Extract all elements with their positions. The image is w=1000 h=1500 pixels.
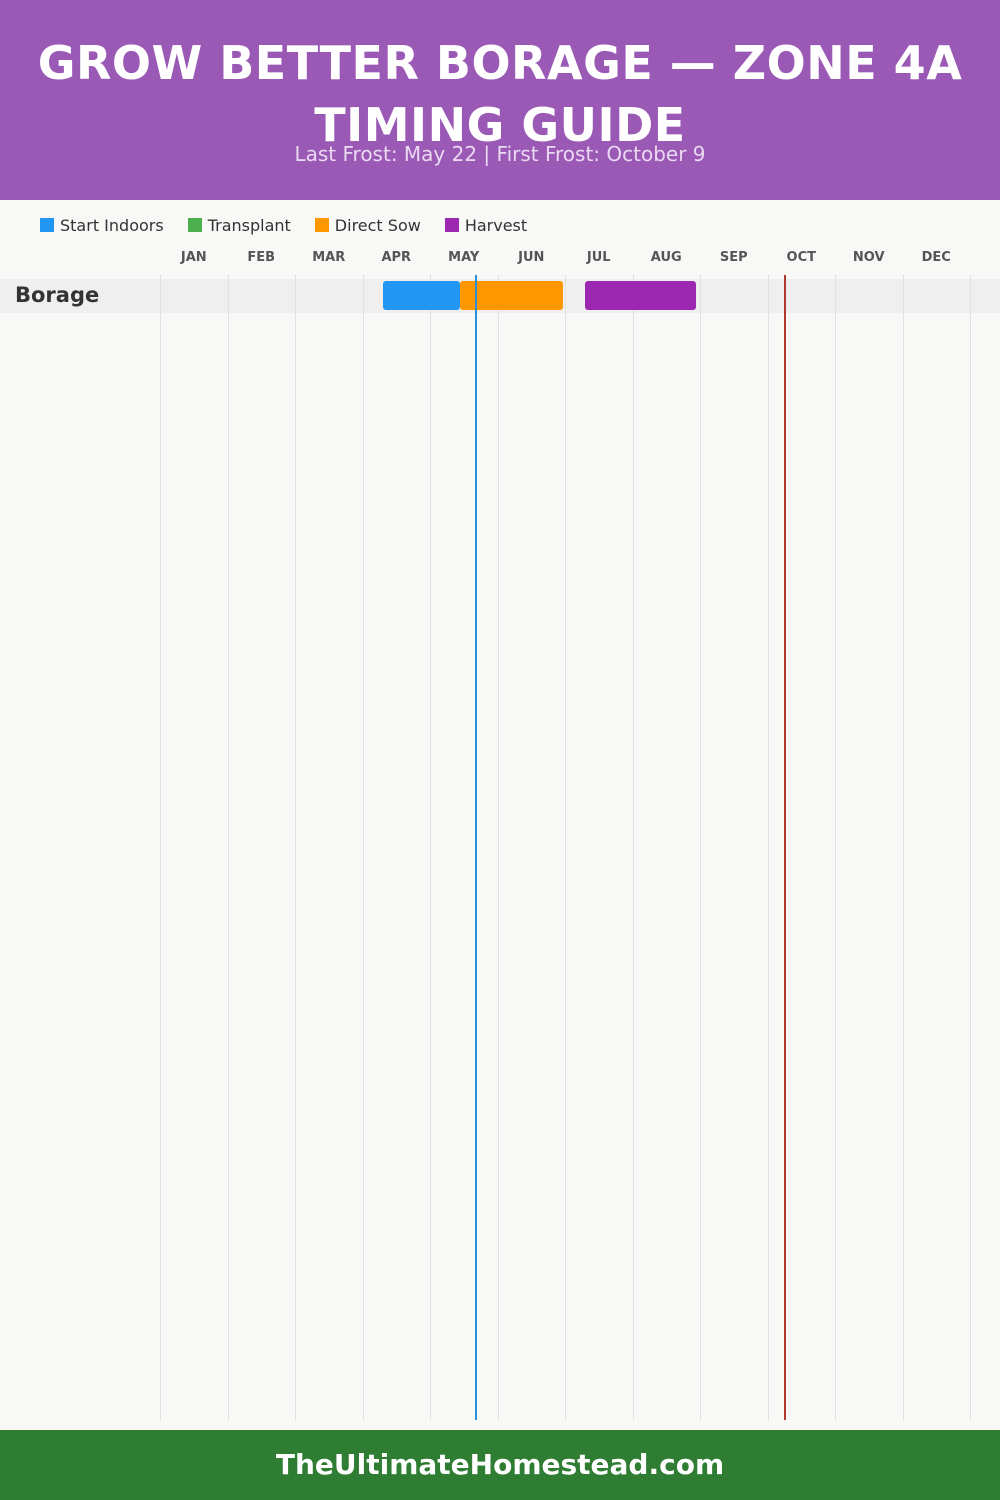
bar-start-indoors	[382, 281, 461, 310]
legend-item-transplant: Transplant	[187, 215, 291, 235]
month-tick-label: MAY	[448, 250, 480, 265]
month-gridline	[497, 275, 499, 1420]
last-frost-line	[474, 275, 477, 1420]
month-tick-label: NOV	[852, 250, 885, 265]
month-tick-label: JUN	[518, 250, 545, 265]
month-tick-label: MAR	[312, 250, 346, 265]
month-gridline	[970, 275, 971, 1420]
month-tick-label: FEB	[247, 250, 276, 265]
legend-swatch-start-indoors	[40, 218, 54, 232]
legend-label: Transplant	[207, 215, 291, 235]
month-tick-label: DEC	[921, 250, 951, 265]
legend-label: Direct Sow	[334, 215, 421, 235]
month-gridline	[295, 275, 296, 1420]
month-gridline	[632, 275, 634, 1420]
legend-label: Harvest	[464, 215, 528, 235]
legend-swatch-direct-sow	[314, 218, 329, 232]
legend: Start Indoors Transplant Direct Sow Harv…	[40, 213, 551, 237]
month-gridline	[430, 275, 431, 1420]
month-tick-label: JAN	[180, 250, 207, 265]
legend-item-direct-sow: Direct Sow	[314, 215, 421, 235]
legend-item-harvest: Harvest	[444, 215, 528, 235]
month-gridline	[160, 275, 161, 1420]
legend-item-start-indoors: Start Indoors	[40, 216, 164, 235]
month-gridline	[227, 275, 229, 1420]
bar-direct-sow	[460, 281, 563, 310]
frost-dates-subtitle: Last Frost: May 22 | First Frost: Octobe…	[294, 142, 706, 166]
month-tick-label: JUL	[586, 250, 611, 265]
crop-label: Borage	[15, 283, 100, 307]
header: GROW BETTER BORAGE — ZONE 4A TIMING GUID…	[0, 0, 1000, 200]
month-gridline	[700, 275, 701, 1420]
month-gridline	[902, 275, 904, 1420]
month-tick-label: APR	[381, 250, 412, 265]
footer-site-url[interactable]: TheUltimateHomestead.com	[0, 1430, 1000, 1500]
month-tick-label: SEP	[719, 250, 748, 265]
month-tick-label: AUG	[650, 250, 682, 265]
month-gridline	[565, 275, 566, 1420]
page-title: GROW BETTER BORAGE — ZONE 4A TIMING GUID…	[37, 36, 963, 152]
legend-swatch-transplant	[187, 218, 202, 232]
legend-label: Start Indoors	[60, 215, 164, 235]
month-gridline	[835, 275, 836, 1420]
month-tick-label: OCT	[786, 250, 816, 265]
legend-swatch-harvest	[444, 218, 459, 232]
bar-harvest	[584, 281, 696, 310]
month-gridline	[362, 275, 364, 1420]
first-frost-line	[783, 275, 786, 1420]
month-gridline	[767, 275, 769, 1420]
